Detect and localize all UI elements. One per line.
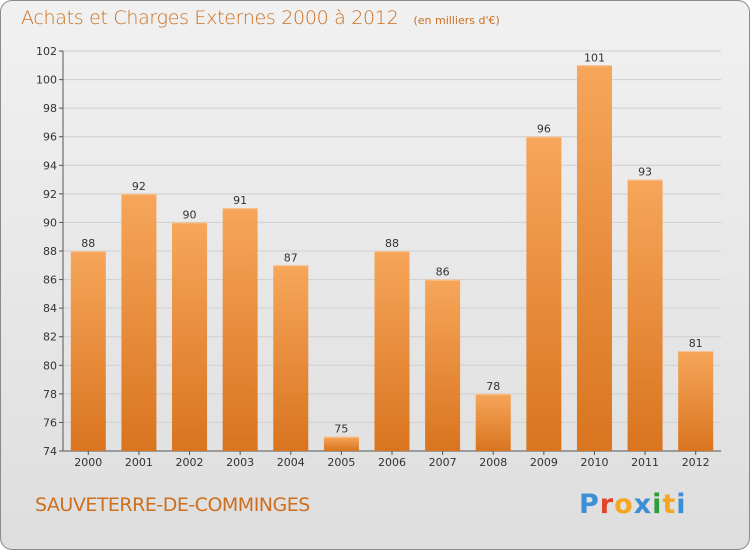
x-tick-label: 2007	[429, 456, 457, 469]
x-tick-label: 2009	[530, 456, 558, 469]
data-label: 92	[132, 180, 146, 193]
x-tick-label: 2005	[327, 456, 355, 469]
bar	[627, 179, 663, 452]
y-tick-label: 100	[36, 74, 57, 87]
data-label: 101	[584, 51, 605, 64]
bar	[222, 208, 258, 451]
x-tick-label: 2012	[682, 456, 710, 469]
bar	[576, 65, 612, 452]
y-tick-label: 76	[43, 416, 57, 429]
x-tick-label: 2011	[631, 456, 659, 469]
bar	[121, 193, 157, 451]
bar	[323, 436, 359, 451]
data-label: 81	[689, 337, 703, 350]
title-row: Achats et Charges Externes 2000 à 2012 (…	[21, 7, 500, 29]
chart-title: Achats et Charges Externes 2000 à 2012	[21, 7, 399, 29]
y-tick-label: 102	[36, 45, 57, 58]
y-tick-label: 80	[43, 359, 57, 372]
x-tick-label: 2002	[176, 456, 204, 469]
logo-letter: x	[633, 489, 653, 520]
axes: 74 76 78 80 82 84 86 88 90 92 94 96 98 100 102 2000 2001…	[36, 45, 721, 469]
data-label: 90	[183, 208, 197, 221]
x-tick-label: 2006	[378, 456, 406, 469]
data-label: 91	[233, 194, 247, 207]
y-tick-label: 74	[43, 445, 57, 458]
bar	[273, 265, 309, 451]
y-tick-label: 92	[43, 188, 57, 201]
x-tick-label: 2001	[125, 456, 153, 469]
logo-letter: i	[652, 489, 663, 520]
y-tick-label: 78	[43, 388, 57, 401]
x-tick-label: 2000	[74, 456, 102, 469]
bar	[678, 351, 714, 451]
commune-name: SAUVETERRE-DE-COMMINGES	[35, 494, 310, 516]
bar	[425, 279, 461, 451]
proxiti-logo[interactable]: Proxiti	[579, 489, 687, 520]
data-label: 78	[486, 380, 500, 393]
y-tick-label: 84	[43, 302, 57, 315]
data-label: 96	[537, 123, 551, 136]
logo-letter: r	[599, 489, 615, 520]
bar	[172, 222, 208, 451]
chart-subtitle: (en milliers d'€)	[413, 14, 500, 27]
y-tick-label: 86	[43, 274, 57, 287]
x-tick-label: 2010	[580, 456, 608, 469]
data-labels: 88 92 90 91 87 75 88 86 78 96 101 93 81	[81, 51, 702, 435]
y-tick-label: 90	[43, 216, 57, 229]
data-label: 93	[638, 166, 652, 179]
data-label: 87	[284, 251, 298, 264]
bar	[70, 251, 106, 451]
data-label: 88	[385, 237, 399, 250]
logo-letter: t	[662, 489, 677, 520]
logo-letter: i	[676, 489, 687, 520]
bar	[475, 393, 511, 451]
y-tick-label: 82	[43, 331, 57, 344]
data-label: 88	[81, 237, 95, 250]
bar	[526, 136, 562, 451]
y-tick-label: 98	[43, 102, 57, 115]
data-label: 86	[436, 266, 450, 279]
y-tick-label: 94	[43, 159, 57, 172]
bars	[70, 65, 714, 452]
y-tick-label: 96	[43, 131, 57, 144]
bar	[374, 251, 410, 451]
logo-letter: o	[614, 489, 634, 520]
logo-letter: P	[579, 489, 600, 520]
x-tick-label: 2008	[479, 456, 507, 469]
x-tick-label: 2004	[277, 456, 305, 469]
y-tick-label: 88	[43, 245, 57, 258]
x-tick-label: 2003	[226, 456, 254, 469]
data-label: 75	[334, 423, 348, 436]
